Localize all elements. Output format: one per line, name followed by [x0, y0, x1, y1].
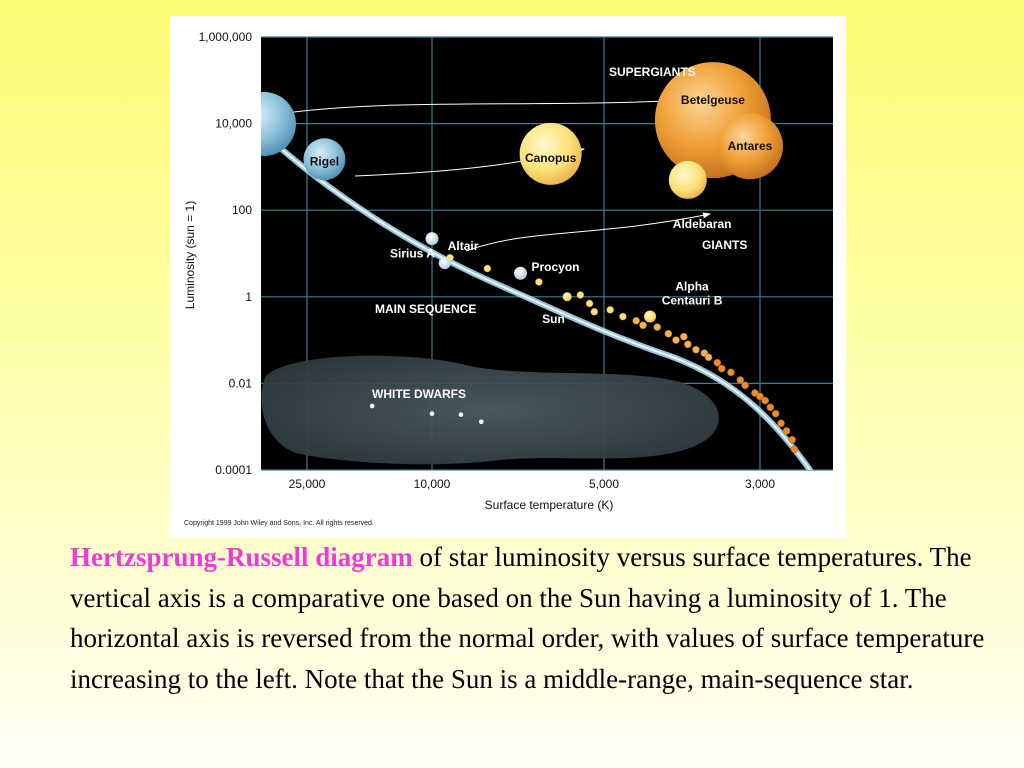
hr-diagram-figure: Canopus Rigel Betelgeuse Antares Aldebaran Al… — [170, 16, 846, 538]
main-sequence-star — [790, 445, 799, 454]
main-sequence-star — [639, 321, 647, 330]
white-dwarf-star — [458, 412, 464, 417]
main-sequence-star — [585, 299, 594, 308]
region-label-supergiants: SUPERGIANTS — [609, 65, 696, 79]
y-tick-label: 0.0001 — [215, 463, 252, 477]
white-dwarf-region — [261, 355, 719, 465]
x-tick-label: 25,000 — [289, 477, 326, 491]
region-label-white-dwarfs: WHITE DWARFS — [372, 387, 466, 401]
main-sequence-star — [619, 312, 627, 321]
main-sequence-star — [483, 264, 492, 273]
main-sequence-star — [756, 392, 764, 401]
region-label-giants: GIANTS — [702, 238, 747, 252]
main-sequence-star — [777, 419, 785, 428]
star-label-sun: Sun — [542, 312, 565, 326]
star-sun — [562, 292, 572, 302]
evolution-arrow-giants — [465, 212, 711, 252]
main-sequence-star — [653, 323, 662, 331]
star-labels: Canopus Rigel Betelgeuse Antares Aldebaran Al… — [310, 65, 773, 401]
star-rigel — [303, 138, 346, 181]
evolution-arrow-supergiant-top — [277, 97, 691, 115]
star-label-altair: Altair — [448, 239, 479, 253]
main-sequence-star — [713, 358, 722, 367]
star-label-sirius-a: Sirius A — [390, 247, 435, 261]
plot-content — [261, 62, 813, 470]
main-sequence-star — [761, 396, 769, 405]
axis-tick-labels: 1,000,000 10,000 100 1 0.01 0.0001 25,000 10,00… — [199, 30, 776, 491]
main-sequence-star — [704, 353, 713, 362]
white-dwarf-star — [478, 419, 484, 425]
main-sequence-star — [717, 364, 726, 373]
main-sequence-star — [680, 332, 688, 341]
main-sequence-star — [766, 403, 775, 412]
y-tick-label: 10,000 — [215, 117, 252, 131]
y-tick-label: 1,000,000 — [199, 30, 253, 44]
star-label-canopus: Canopus — [525, 151, 577, 165]
region-label-main-sequence: MAIN SEQUENCE — [375, 302, 476, 316]
supergiant-blue-edge-star — [261, 92, 296, 156]
star-antares — [716, 113, 783, 180]
y-axis-title: Luminosity (sun = 1) — [183, 201, 197, 309]
star-label-aldebaran: Aldebaran — [673, 217, 732, 231]
main-sequence-star — [741, 381, 749, 390]
main-sequence-star — [692, 345, 700, 354]
star-label-rigel: Rigel — [310, 154, 339, 168]
star-canopus — [519, 122, 582, 185]
y-tick-label: 1 — [245, 290, 252, 304]
main-sequence-star — [672, 336, 680, 344]
star-aldebaran — [668, 160, 707, 199]
x-axis-title: Surface temperature (K) — [485, 498, 614, 512]
main-sequence-star — [535, 278, 543, 286]
star-procyon — [514, 266, 528, 280]
star-sirius-a — [425, 232, 439, 246]
hr-diagram-svg: Canopus Rigel Betelgeuse Antares Aldebaran Al… — [183, 30, 833, 527]
main-sequence-star — [664, 329, 673, 338]
copyright-notice: Copyright 1999 John Wiley and Sons, Inc.… — [184, 520, 374, 527]
star-alpha-centauri-b — [644, 310, 657, 323]
main-sequence-star — [727, 368, 735, 377]
main-sequence-star — [684, 340, 692, 349]
stars-layer — [303, 62, 799, 454]
x-tick-label: 5,000 — [589, 477, 619, 491]
main-sequence-star — [736, 376, 745, 384]
white-dwarf-star — [369, 403, 375, 409]
main-sequence-star — [771, 409, 780, 418]
y-tick-label: 0.01 — [229, 376, 253, 390]
figure-caption: Hertzsprung-Russell diagram of star lumi… — [70, 537, 990, 699]
star-label-antares: Antares — [728, 139, 773, 153]
main-sequence-star — [788, 435, 796, 444]
caption-body: of star luminosity versus surface temper… — [70, 542, 985, 694]
y-tick-label: 100 — [232, 203, 252, 217]
star-label-alpha-centauri-b: Alpha Centauri B — [662, 280, 723, 308]
x-tick-label: 10,000 — [414, 477, 451, 491]
star-altair — [438, 257, 451, 270]
main-sequence-star — [576, 291, 585, 299]
star-label-betelgeuse: Betelgeuse — [681, 93, 745, 107]
x-tick-label: 3,000 — [745, 477, 775, 491]
caption-title: Hertzsprung-Russell diagram — [70, 542, 413, 572]
main-sequence-star — [606, 306, 614, 314]
main-sequence-band-highlight — [261, 130, 811, 470]
white-dwarf-star — [429, 411, 435, 416]
star-label-procyon: Procyon — [532, 260, 580, 274]
main-sequence-star — [590, 308, 599, 316]
main-sequence-star — [782, 427, 791, 435]
main-sequence-star — [632, 316, 640, 325]
